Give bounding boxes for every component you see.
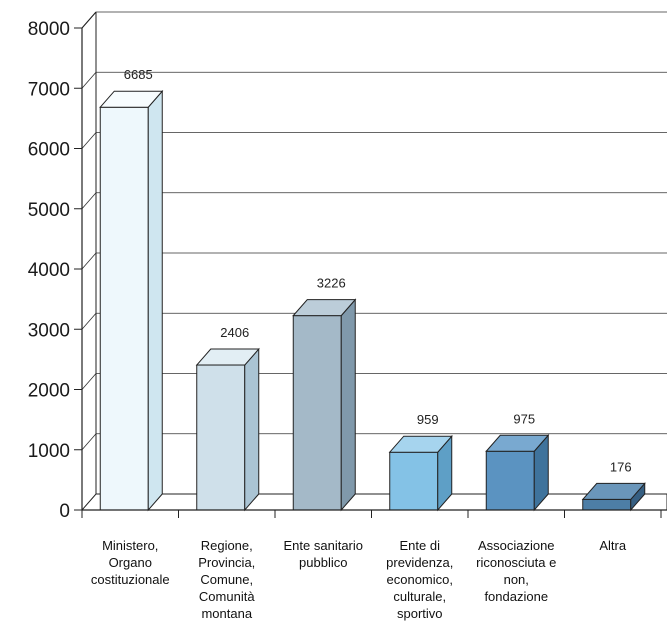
bar-side xyxy=(340,298,356,512)
bar xyxy=(99,106,149,511)
y-tick-label: 1000 xyxy=(28,441,70,462)
data-label: 3226 xyxy=(317,276,346,291)
gridline-side xyxy=(81,433,97,451)
top-side-edge xyxy=(81,11,97,29)
y-tick-label: 8000 xyxy=(28,19,70,40)
x-category-label-line: culturale, xyxy=(393,589,446,604)
bar-side xyxy=(244,347,260,512)
gridline-side xyxy=(81,312,97,330)
x-category-label-line: Associazione xyxy=(478,538,555,553)
x-category-label-line: Ente sanitario xyxy=(284,538,364,553)
floor xyxy=(80,493,667,511)
bar xyxy=(389,451,439,511)
x-category-label-line: Regione, xyxy=(201,538,253,553)
data-label: 959 xyxy=(417,412,439,427)
x-category-label-line: pubblico xyxy=(299,555,347,570)
bar-top xyxy=(292,299,357,317)
y-tick-label: 5000 xyxy=(28,200,70,221)
gridline-side xyxy=(81,192,97,210)
y-tick-label: 0 xyxy=(59,501,70,522)
bar-top xyxy=(581,482,646,500)
x-category-label-line: Ministero, xyxy=(102,538,158,553)
y-tick-label: 7000 xyxy=(28,79,70,100)
gridline-side xyxy=(81,373,97,390)
bar-top xyxy=(195,348,260,366)
data-label: 176 xyxy=(610,459,632,474)
bar-top xyxy=(388,435,453,453)
y-tick-label: 6000 xyxy=(28,140,70,161)
bar-top xyxy=(99,90,164,108)
bar xyxy=(485,450,535,511)
x-category-label-line: fondazione xyxy=(484,589,548,604)
data-label: 975 xyxy=(513,411,535,426)
bar xyxy=(196,364,246,511)
y-tick-label: 2000 xyxy=(28,381,70,402)
gridline-side xyxy=(81,252,97,270)
y-tick-label: 4000 xyxy=(28,260,70,281)
bar xyxy=(292,315,342,511)
x-category-label-line: Altra xyxy=(599,538,627,553)
y-tick-label: 3000 xyxy=(28,320,70,341)
gridline-side xyxy=(81,71,97,89)
x-category-label: Altra xyxy=(599,538,627,553)
x-category-label-line: previdenza, xyxy=(386,555,453,570)
bar-top xyxy=(485,434,550,452)
x-category-label-line: Comune, xyxy=(200,572,253,587)
x-category-label: Ministero, Organo costituzionale xyxy=(91,538,170,587)
x-category-label-line: Comunità xyxy=(199,589,255,604)
data-label: 6685 xyxy=(124,67,153,82)
x-category-label: Regione, Provincia, Comune, Comunità montana xyxy=(198,538,255,621)
bar xyxy=(582,498,632,511)
x-category-label-line: montana xyxy=(201,606,252,621)
x-category-label: Ente di previdenza, economico, culturale, sp… xyxy=(386,538,453,621)
x-category-label-line: Ente di xyxy=(400,538,441,553)
x-category-label-line: sportivo xyxy=(397,606,443,621)
x-category-label-line: riconosciuta e xyxy=(476,555,556,570)
x-category-label: Ente sanitario pubblico xyxy=(284,538,364,570)
bar-side xyxy=(147,89,163,512)
gridline-side xyxy=(81,132,97,149)
x-category-label-line: Organo xyxy=(109,555,152,570)
x-category-label-line: economico, xyxy=(387,572,453,587)
data-label: 2406 xyxy=(220,325,249,340)
x-category-label-line: costituzionale xyxy=(91,572,170,587)
x-category-label-line: non, xyxy=(504,572,529,587)
x-category-label: Associazione riconosciuta e non, fondazione xyxy=(476,538,556,604)
x-category-label-line: Provincia, xyxy=(198,555,255,570)
